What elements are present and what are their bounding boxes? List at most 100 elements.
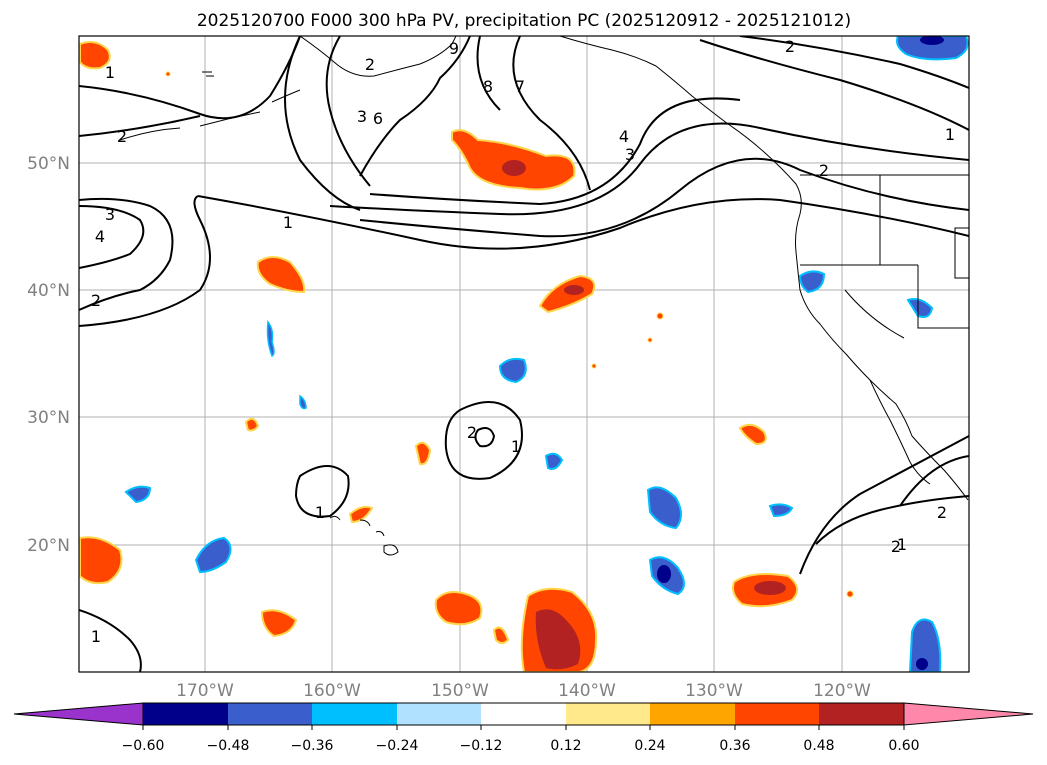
- precip-patch: [434, 591, 483, 626]
- precip-speck: [846, 590, 854, 598]
- colorbar-tick-label: 0.36: [719, 738, 750, 754]
- svg-text:1: 1: [315, 503, 325, 522]
- pv-contour-tr: [699, 39, 969, 131]
- precip-speck: [647, 337, 653, 343]
- map-frame: [79, 36, 969, 672]
- svg-text:2: 2: [365, 55, 375, 74]
- pv-contour-8: [476, 36, 501, 111]
- pv-contours: [79, 36, 969, 672]
- svg-text:2: 2: [891, 537, 901, 556]
- precip-neg-patch: [906, 298, 934, 318]
- precip-neg-patch: [498, 357, 527, 384]
- svg-text:1: 1: [283, 213, 293, 232]
- precip-neg-patch: [299, 394, 307, 410]
- lon-label: 120°W: [813, 681, 871, 701]
- precip-neg-core: [657, 565, 671, 583]
- precip-neg-core: [920, 36, 944, 45]
- svg-text:1: 1: [945, 125, 955, 144]
- pv-contour-se1: [799, 435, 969, 575]
- colorbar-seg: [228, 703, 312, 725]
- lat-label: 30°N: [27, 408, 70, 428]
- lon-label: 140°W: [558, 681, 616, 701]
- precip-core: [754, 581, 786, 595]
- svg-text:1: 1: [897, 535, 907, 554]
- pv-contour-small-circle: [294, 465, 350, 518]
- precip-neg-patch: [124, 485, 152, 504]
- chart-title: 2025120700 F000 300 hPa PV, precipitatio…: [197, 11, 851, 31]
- colorbar-seg: [735, 703, 819, 725]
- colorbar-tick-label: 0.12: [550, 738, 581, 754]
- pv-contour-2b: [359, 157, 969, 238]
- pv-contour-1-north: [79, 36, 301, 120]
- longitude-labels: 170°W 160°W 150°W 140°W 130°W 120°W: [176, 681, 871, 701]
- svg-text:3: 3: [357, 107, 367, 126]
- pv-contour-w3: [79, 205, 145, 269]
- colorbar-ticks: [142, 725, 905, 730]
- svg-text:1: 1: [105, 63, 115, 82]
- colorbar-tick-label: −0.24: [376, 738, 419, 754]
- pv-contour-se3: [899, 455, 969, 507]
- lon-label: 130°W: [685, 681, 743, 701]
- svg-text:2: 2: [819, 161, 829, 180]
- colorbar: −0.60 −0.48 −0.36 −0.24 −0.12 0.12 0.24 …: [13, 702, 1034, 754]
- precip-core: [535, 609, 581, 670]
- pv-contour-w2: [79, 197, 174, 311]
- svg-text:4: 4: [619, 127, 629, 146]
- precip-neg-patch: [908, 618, 942, 672]
- precip-neg-patch: [798, 270, 826, 294]
- svg-text:4: 4: [95, 227, 105, 246]
- colorbar-seg: [143, 703, 228, 725]
- precip-patch: [492, 626, 510, 644]
- precip-neg-patch: [896, 36, 969, 61]
- precip-patch: [738, 423, 767, 446]
- precip-patch: [256, 256, 306, 294]
- pv-contour-outer2: [284, 36, 361, 211]
- pv-contour-4: [369, 97, 741, 206]
- precip-neg-patch: [194, 536, 232, 574]
- pv-contour-sw: [79, 609, 142, 672]
- contour-labels: 1 1 1 1 1 1 1 2 2 2 2 2 2 2 3 3 4 4 3 6 …: [91, 37, 955, 646]
- svg-text:2: 2: [467, 423, 477, 442]
- lon-label: 150°W: [431, 681, 489, 701]
- precip-core: [502, 160, 526, 176]
- colorbar-border: [142, 702, 905, 726]
- precip-patch: [348, 505, 374, 524]
- precip-negative-patches: [124, 36, 969, 672]
- pv-contour-1: [197, 195, 969, 250]
- colorbar-tick-label: 0.60: [888, 738, 919, 754]
- precip-neg-core: [916, 658, 928, 670]
- colorbar-tick-label: −0.60: [122, 738, 165, 754]
- precip-patch: [451, 129, 576, 191]
- pv-contour-tr2: [739, 36, 969, 89]
- colorbar-extend-right: [903, 702, 1034, 726]
- svg-text:3: 3: [105, 205, 115, 224]
- colorbar-tick-label: −0.36: [291, 738, 334, 754]
- pv-contour-2: [79, 115, 201, 137]
- colorbar-extend-left: [13, 702, 144, 726]
- svg-text:3: 3: [625, 145, 635, 164]
- lat-label: 40°N: [27, 281, 70, 301]
- precip-neg-patch: [266, 320, 275, 358]
- svg-text:6: 6: [373, 109, 383, 128]
- precip-neg-patch: [768, 503, 794, 518]
- precip-patch: [260, 609, 298, 638]
- lon-label: 160°W: [303, 681, 361, 701]
- colorbar-seg: [397, 703, 481, 725]
- precip-neg-patch: [646, 486, 682, 530]
- pv-contour-w1: [79, 195, 211, 327]
- colorbar-tick-label: 0.48: [803, 738, 834, 754]
- colorbar-tick-label: −0.12: [460, 738, 503, 754]
- pv-contour-3: [329, 122, 969, 216]
- precip-patch: [79, 536, 123, 585]
- svg-text:7: 7: [515, 77, 525, 96]
- svg-text:2: 2: [117, 127, 127, 146]
- pv-contour-se2: [815, 495, 969, 545]
- precip-patch: [414, 441, 432, 466]
- precip-positive-patches: [79, 41, 854, 672]
- svg-text:1: 1: [511, 437, 521, 456]
- pv-contour-circle-inner: [474, 427, 496, 448]
- colorbar-seg: [650, 703, 735, 725]
- colorbar-tick-label: 0.24: [634, 738, 665, 754]
- colorbar-seg: [566, 703, 650, 725]
